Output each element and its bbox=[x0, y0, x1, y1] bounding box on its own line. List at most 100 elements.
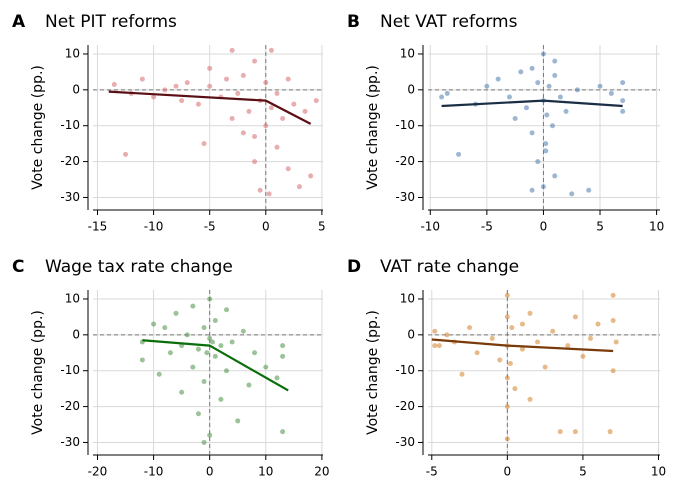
point bbox=[195, 346, 201, 352]
point bbox=[179, 98, 185, 104]
point bbox=[173, 310, 179, 316]
point bbox=[207, 432, 213, 438]
point bbox=[474, 350, 480, 356]
point bbox=[523, 105, 529, 111]
point bbox=[162, 87, 168, 93]
point bbox=[190, 303, 196, 309]
point bbox=[497, 357, 503, 363]
point bbox=[607, 429, 613, 435]
point bbox=[240, 328, 246, 334]
point bbox=[280, 116, 286, 122]
point bbox=[218, 396, 224, 402]
fit-line bbox=[441, 99, 623, 108]
point bbox=[610, 317, 616, 323]
point bbox=[572, 314, 578, 320]
point bbox=[229, 47, 235, 53]
point bbox=[595, 321, 601, 327]
point bbox=[263, 123, 269, 129]
point bbox=[432, 343, 438, 349]
point bbox=[240, 72, 246, 78]
point bbox=[557, 429, 563, 435]
point bbox=[543, 141, 549, 147]
point bbox=[111, 81, 117, 87]
point bbox=[184, 332, 190, 338]
point bbox=[540, 184, 546, 190]
y-tick-label: 0 bbox=[72, 82, 80, 96]
point bbox=[542, 364, 548, 370]
point bbox=[444, 332, 450, 338]
point bbox=[557, 94, 563, 100]
panel-title: Net PIT reforms bbox=[45, 12, 177, 32]
x-tick-label: -15 bbox=[88, 220, 108, 234]
panel-label: D bbox=[347, 257, 361, 277]
point bbox=[224, 368, 230, 374]
y-tick-label: 0 bbox=[407, 82, 415, 96]
x-tick-label: 10 bbox=[649, 220, 664, 234]
point bbox=[436, 343, 442, 349]
x-tick-label: 0 bbox=[504, 465, 512, 479]
point bbox=[257, 187, 263, 193]
y-tick-label: -20 bbox=[395, 399, 415, 413]
point bbox=[489, 335, 495, 341]
point bbox=[504, 314, 510, 320]
x-tick-label: 10 bbox=[651, 465, 666, 479]
point bbox=[620, 108, 626, 114]
point bbox=[552, 173, 558, 179]
point bbox=[268, 105, 274, 111]
point bbox=[201, 378, 207, 384]
point bbox=[587, 335, 593, 341]
point bbox=[207, 83, 213, 89]
point bbox=[512, 116, 518, 122]
point bbox=[268, 47, 274, 53]
point bbox=[195, 101, 201, 107]
y-axis-label: Vote change (pp.) bbox=[30, 310, 46, 435]
point bbox=[484, 83, 490, 89]
panel-label: B bbox=[347, 12, 360, 32]
point bbox=[274, 375, 280, 381]
point bbox=[139, 76, 145, 82]
point bbox=[123, 151, 129, 157]
point bbox=[529, 65, 535, 71]
point bbox=[512, 386, 518, 392]
point bbox=[263, 80, 269, 86]
point bbox=[610, 368, 616, 374]
point bbox=[229, 116, 235, 122]
point bbox=[552, 72, 558, 78]
point bbox=[266, 191, 272, 197]
y-tick-label: -10 bbox=[395, 363, 415, 377]
point bbox=[495, 76, 501, 82]
point bbox=[519, 346, 525, 352]
y-tick-label: 10 bbox=[65, 291, 80, 305]
y-tick-label: 10 bbox=[65, 46, 80, 60]
point bbox=[459, 371, 465, 377]
point bbox=[432, 328, 438, 334]
point bbox=[535, 339, 541, 345]
point bbox=[563, 108, 569, 114]
x-tick-label: 5 bbox=[318, 220, 326, 234]
point bbox=[620, 80, 626, 86]
point bbox=[280, 343, 286, 349]
point bbox=[552, 58, 558, 64]
panel-title: Net VAT reforms bbox=[380, 12, 518, 32]
point bbox=[280, 353, 286, 359]
y-tick-label: -10 bbox=[60, 363, 80, 377]
point bbox=[184, 80, 190, 86]
x-tick-label: -5 bbox=[481, 220, 493, 234]
point bbox=[291, 101, 297, 107]
x-tick-label: 20 bbox=[314, 465, 329, 479]
x-tick-label: -5 bbox=[426, 465, 438, 479]
point bbox=[207, 65, 213, 71]
x-tick-label: -10 bbox=[420, 220, 440, 234]
x-tick-label: 0 bbox=[262, 220, 270, 234]
point bbox=[543, 148, 549, 154]
point bbox=[162, 325, 168, 331]
point bbox=[212, 353, 218, 359]
point bbox=[608, 90, 614, 96]
point bbox=[235, 90, 241, 96]
point bbox=[504, 375, 510, 381]
x-tick-label: 5 bbox=[579, 465, 587, 479]
point bbox=[201, 141, 207, 147]
point bbox=[504, 404, 510, 410]
y-tick-label: -10 bbox=[395, 118, 415, 132]
x-tick-label: 10 bbox=[258, 465, 273, 479]
